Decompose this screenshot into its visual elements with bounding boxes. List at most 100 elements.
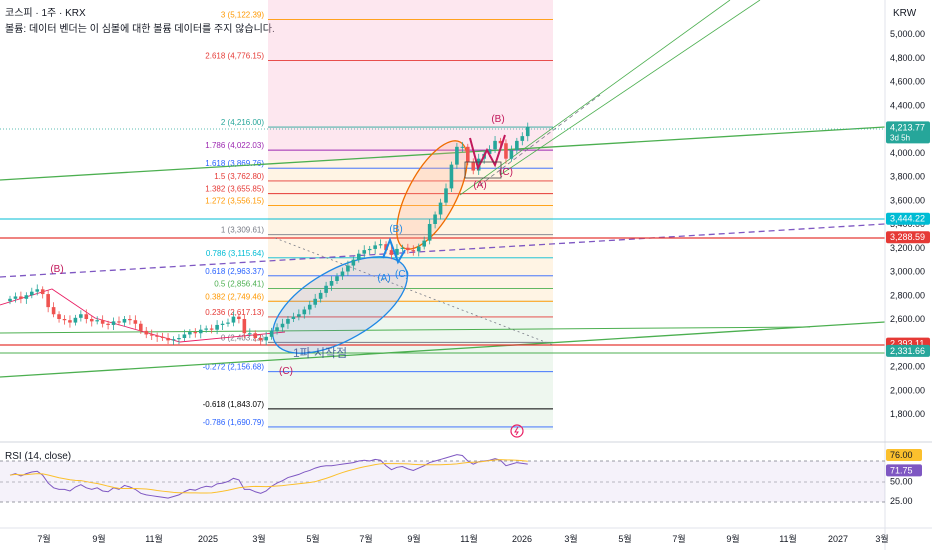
candle-body[interactable]	[449, 164, 454, 189]
candle-body[interactable]	[177, 338, 181, 340]
candle-body[interactable]	[51, 307, 56, 315]
candle-body[interactable]	[362, 250, 367, 254]
candle-body[interactable]	[133, 320, 138, 324]
candle-body[interactable]	[122, 319, 127, 323]
candle-body[interactable]	[155, 335, 159, 337]
candle-body[interactable]	[525, 127, 530, 137]
rsi-line[interactable]	[9, 454, 528, 499]
candle-body[interactable]	[35, 289, 40, 292]
candle-body[interactable]	[231, 316, 236, 323]
candle-body[interactable]	[204, 328, 208, 330]
candle-body[interactable]	[84, 314, 89, 319]
candle-body[interactable]	[226, 322, 230, 324]
candle-body[interactable]	[302, 309, 307, 315]
candle-body[interactable]	[373, 245, 377, 249]
candle-body[interactable]	[253, 333, 258, 338]
trendline-lower-green[interactable]	[0, 321, 886, 378]
candle-body[interactable]	[367, 248, 372, 251]
trendline-mid-green[interactable]	[0, 326, 811, 334]
candle-body[interactable]	[100, 320, 105, 324]
candle-body[interactable]	[460, 146, 465, 148]
candle-body[interactable]	[30, 291, 34, 296]
candle-body[interactable]	[389, 250, 394, 255]
candle-body[interactable]	[117, 321, 121, 323]
candle-body[interactable]	[498, 140, 503, 144]
candle-body[interactable]	[384, 244, 388, 251]
flash-icon[interactable]	[510, 424, 524, 438]
candle-body[interactable]	[515, 140, 519, 151]
candle-body[interactable]	[351, 259, 356, 266]
candle-body[interactable]	[40, 289, 45, 295]
candle-body[interactable]	[95, 320, 99, 322]
candle-body[interactable]	[286, 319, 290, 324]
dashed-projection[interactable]	[0, 223, 886, 278]
price-tag[interactable]	[886, 212, 930, 225]
candle-body[interactable]	[188, 332, 192, 335]
candle-body[interactable]	[280, 323, 285, 328]
candle-body[interactable]	[324, 285, 328, 293]
candle-body[interactable]	[335, 276, 339, 281]
candle-body[interactable]	[242, 319, 247, 334]
candle-body[interactable]	[427, 224, 432, 241]
candle-body[interactable]	[466, 146, 470, 163]
candle-body[interactable]	[291, 316, 296, 319]
candle-body[interactable]	[160, 336, 165, 338]
candle-body[interactable]	[89, 319, 94, 322]
candle-body[interactable]	[422, 240, 426, 247]
candle-body[interactable]	[171, 339, 176, 341]
rsi-value-tag[interactable]	[886, 464, 922, 477]
candle-body[interactable]	[220, 323, 225, 325]
candle-body[interactable]	[13, 296, 18, 299]
candle-body[interactable]	[182, 334, 187, 338]
candle-body[interactable]	[264, 336, 268, 341]
candle-body[interactable]	[444, 188, 448, 203]
price-tag[interactable]	[886, 231, 930, 244]
channel-line-upper[interactable]	[459, 0, 731, 196]
candle-body[interactable]	[455, 146, 459, 165]
candle-body[interactable]	[166, 338, 170, 341]
candle-body[interactable]	[73, 317, 78, 323]
candle-body[interactable]	[297, 314, 301, 317]
candle-body[interactable]	[258, 338, 263, 341]
candle-body[interactable]	[237, 316, 241, 319]
candle-body[interactable]	[307, 304, 312, 310]
candle-body[interactable]	[438, 202, 443, 215]
candle-body[interactable]	[79, 314, 83, 318]
candle-body[interactable]	[62, 319, 67, 321]
candle-body[interactable]	[209, 328, 214, 330]
trendline-upper-green[interactable]	[0, 126, 886, 181]
candle-body[interactable]	[128, 319, 132, 321]
candle-body[interactable]	[193, 332, 198, 334]
candle-body[interactable]	[144, 330, 149, 335]
candle-body[interactable]	[433, 214, 437, 225]
candle-body[interactable]	[68, 320, 72, 323]
price-tag[interactable]	[886, 121, 930, 144]
candle-body[interactable]	[313, 298, 317, 305]
candle-body[interactable]	[149, 334, 154, 336]
candle-body[interactable]	[357, 253, 361, 260]
candle-body[interactable]	[275, 327, 279, 331]
candle-body[interactable]	[46, 294, 50, 308]
candle-body[interactable]	[139, 323, 143, 331]
candle-body[interactable]	[520, 136, 525, 141]
wave-ellipse-blue[interactable]	[258, 237, 423, 373]
candle-body[interactable]	[509, 150, 514, 159]
price-tag[interactable]	[886, 344, 930, 357]
candle-body[interactable]	[8, 298, 12, 302]
candle-body[interactable]	[395, 248, 399, 255]
candle-body[interactable]	[269, 330, 274, 337]
candle-body[interactable]	[406, 247, 410, 251]
candle-body[interactable]	[57, 314, 61, 319]
candle-body[interactable]	[106, 323, 110, 325]
candle-body[interactable]	[318, 292, 323, 299]
candle-body[interactable]	[111, 321, 116, 325]
candle-body[interactable]	[198, 329, 203, 334]
candle-body[interactable]	[504, 143, 508, 159]
candle-body[interactable]	[416, 246, 421, 252]
rsi-signal-tag[interactable]	[886, 449, 922, 461]
candle-body[interactable]	[493, 140, 497, 150]
channel-line-lower[interactable]	[499, 0, 761, 176]
candle-body[interactable]	[471, 162, 476, 171]
candle-body[interactable]	[340, 271, 345, 277]
